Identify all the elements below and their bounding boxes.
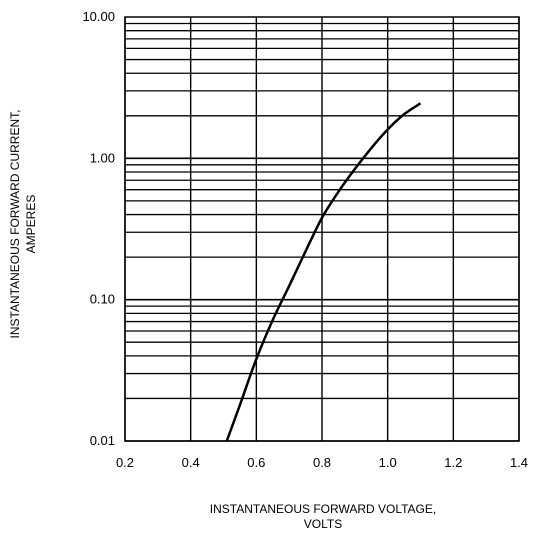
x-tick-labels: 0.2 0.4 0.6 0.8 1.0 1.2 1.4	[116, 455, 528, 470]
x-tick-label: 1.2	[444, 455, 462, 470]
y-tick-label: 10.00	[82, 9, 115, 24]
x-tick-label: 0.2	[116, 455, 134, 470]
x-tick-label: 0.4	[182, 455, 200, 470]
y-axis-label-line-2: AMPERES	[24, 195, 38, 254]
x-axis-label: INSTANTANEOUS FORWARD VOLTAGE, VOLTS	[210, 502, 436, 531]
x-tick-label: 0.6	[247, 455, 265, 470]
x-tick-label: 1.0	[379, 455, 397, 470]
plot-frame	[124, 16, 520, 442]
y-axis-label-line-1: INSTANTANEOUS FORWARD CURRENT,	[8, 110, 22, 339]
x-tick-label: 0.8	[313, 455, 331, 470]
x-tick-label: 1.4	[510, 455, 528, 470]
grid	[124, 17, 520, 442]
y-tick-label: 0.01	[90, 433, 115, 448]
y-tick-label: 0.10	[90, 292, 115, 307]
x-axis-label-line-2: VOLTS	[304, 517, 342, 531]
x-axis-label-line-1: INSTANTANEOUS FORWARD VOLTAGE,	[210, 502, 436, 516]
y-tick-labels: 0.01 0.10 1.00 10.00	[82, 9, 115, 448]
y-tick-label: 1.00	[90, 150, 115, 165]
series-line	[225, 102, 422, 442]
y-axis-label: INSTANTANEOUS FORWARD CURRENT, AMPERES	[8, 110, 38, 339]
